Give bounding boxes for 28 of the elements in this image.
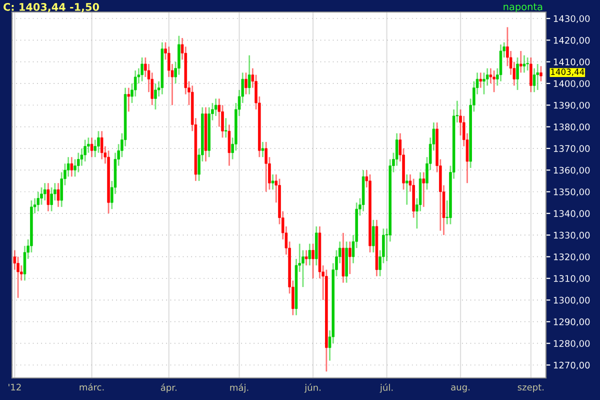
y-tick-label: 1320,00 [554, 253, 590, 262]
x-tick-label: márc. [80, 383, 104, 391]
y-tick-label: 1430,00 [554, 15, 590, 23]
x-tick-label: aug. [451, 385, 470, 392]
y-tick-label: 1420,00 [554, 36, 590, 45]
x-tick-label: máj. [230, 384, 248, 393]
y-tick-label: 1370,00 [554, 145, 590, 153]
annotation: naponta [504, 3, 542, 12]
chart-title: C: 1403,44 -1,50 [4, 2, 100, 12]
y-tick-label: 1310,00 [554, 275, 590, 283]
y-tick-label: 1350,00 [554, 188, 590, 196]
y-tick-label: 1290,00 [554, 318, 590, 326]
y-tick-label: 1280,00 [554, 340, 590, 348]
y-tick-label: 1410,00 [554, 58, 590, 66]
x-tick-label: júl. [380, 384, 393, 393]
y-tick-label: 1330,00 [554, 232, 590, 240]
y-tick-label: 1380,00 [554, 124, 590, 132]
text: 1403,44 [551, 68, 584, 76]
y-tick-label: 1340,00 [554, 210, 590, 218]
y-tick-label: 1390,00 [554, 102, 590, 110]
y-tick-label: 1300,00 [554, 296, 590, 305]
y-tick-label: 1400,00 [554, 80, 590, 88]
y-tick-label: 1360,00 [554, 166, 590, 175]
x-tick-label: szept. [518, 384, 544, 392]
y-tick-label: 1270,00 [554, 362, 590, 370]
x-tick-label: '12 [8, 384, 21, 390]
x-tick-label: ápr. [160, 384, 176, 393]
x-tick-label: jún. [304, 384, 320, 393]
